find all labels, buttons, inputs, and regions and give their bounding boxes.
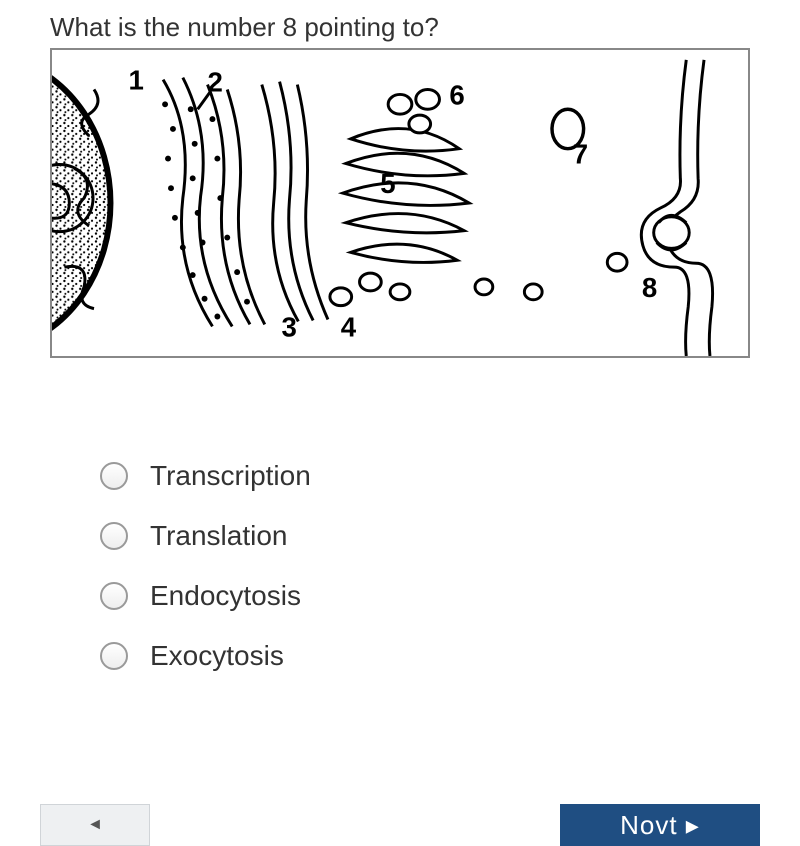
option-label: Transcription bbox=[150, 460, 311, 492]
next-button[interactable]: Novt ▸ bbox=[560, 804, 760, 846]
cell-membrane-exocytosis bbox=[641, 60, 712, 356]
diagram-label-8: 8 bbox=[642, 272, 657, 303]
vesicles-mid bbox=[475, 253, 627, 299]
diagram-label-6: 6 bbox=[449, 79, 464, 110]
option-endocytosis[interactable]: Endocytosis bbox=[100, 580, 311, 612]
option-label: Exocytosis bbox=[150, 640, 284, 672]
diagram-label-7: 7 bbox=[573, 139, 588, 170]
smooth-er bbox=[262, 82, 328, 322]
radio-icon[interactable] bbox=[100, 522, 128, 550]
radio-icon[interactable] bbox=[100, 462, 128, 490]
diagram-label-1: 1 bbox=[129, 64, 144, 95]
option-label: Translation bbox=[150, 520, 287, 552]
cell-diagram: 1 2 3 4 5 6 7 8 bbox=[52, 50, 748, 356]
rough-er bbox=[162, 78, 265, 327]
nucleus bbox=[52, 60, 110, 346]
chevron-left-icon: ◄ bbox=[87, 816, 103, 834]
golgi bbox=[343, 129, 469, 263]
option-exocytosis[interactable]: Exocytosis bbox=[100, 640, 311, 672]
option-label: Endocytosis bbox=[150, 580, 301, 612]
diagram-label-5: 5 bbox=[380, 168, 395, 199]
radio-icon[interactable] bbox=[100, 582, 128, 610]
option-translation[interactable]: Translation bbox=[100, 520, 311, 552]
prev-button[interactable]: ◄ bbox=[40, 804, 150, 846]
next-label: Novt ▸ bbox=[620, 810, 700, 841]
diagram-frame: 1 2 3 4 5 6 7 8 bbox=[50, 48, 750, 358]
diagram-label-3: 3 bbox=[282, 311, 297, 342]
option-transcription[interactable]: Transcription bbox=[100, 460, 311, 492]
radio-icon[interactable] bbox=[100, 642, 128, 670]
question-text: What is the number 8 pointing to? bbox=[50, 12, 439, 43]
diagram-label-2: 2 bbox=[208, 66, 223, 97]
diagram-label-4: 4 bbox=[341, 311, 357, 342]
answer-options: Transcription Translation Endocytosis Ex… bbox=[100, 460, 311, 700]
vesicles-top bbox=[388, 89, 439, 132]
vesicles-bottom bbox=[330, 273, 410, 306]
